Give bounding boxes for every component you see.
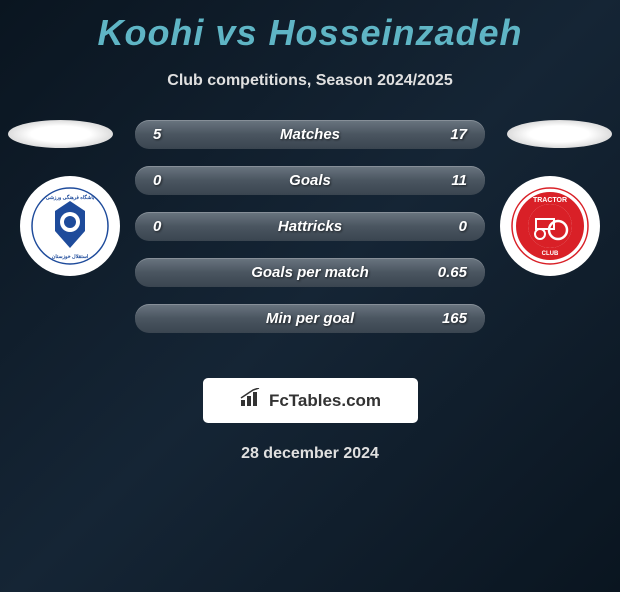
- svg-text:TRACTOR: TRACTOR: [533, 197, 567, 204]
- stats-list: 5 Matches 17 0 Goals 11 0 Hattricks 0 Go…: [135, 120, 485, 333]
- comparison-panel: باشگاه فرهنگی ورزشی استقلال خوزستان TRAC…: [0, 120, 620, 360]
- stat-value-left: 5: [153, 126, 203, 143]
- svg-text:باشگاه فرهنگی ورزشی: باشگاه فرهنگی ورزشی: [46, 194, 95, 201]
- stat-value-left: 0: [153, 218, 203, 235]
- stat-label: Goals: [289, 172, 331, 189]
- stat-value-right: 0: [417, 218, 467, 235]
- stat-label: Matches: [280, 126, 340, 143]
- stat-value-right: 11: [417, 172, 467, 189]
- brand-text: FcTables.com: [269, 391, 381, 411]
- stat-label: Hattricks: [278, 218, 342, 235]
- team-logo-left: باشگاه فرهنگی ورزشی استقلال خوزستان: [20, 176, 120, 276]
- player-placeholder-left: [8, 120, 113, 148]
- stat-label: Min per goal: [266, 310, 354, 327]
- subtitle: Club competitions, Season 2024/2025: [0, 72, 620, 90]
- svg-text:استقلال خوزستان: استقلال خوزستان: [52, 254, 89, 260]
- player-placeholder-right: [507, 120, 612, 148]
- stat-row: 0 Goals 11: [135, 166, 485, 195]
- tractor-logo-icon: TRACTOR CLUB: [510, 186, 590, 266]
- stat-value-right: 17: [417, 126, 467, 143]
- stat-value-right: 0.65: [417, 264, 467, 281]
- date-text: 28 december 2024: [0, 445, 620, 463]
- stat-value-left: 0: [153, 172, 203, 189]
- stat-row: 0 Hattricks 0: [135, 212, 485, 241]
- svg-text:CLUB: CLUB: [542, 251, 559, 257]
- stat-label: Goals per match: [251, 264, 369, 281]
- page-title: Koohi vs Hosseinzadeh: [0, 12, 620, 54]
- esteghlal-logo-icon: باشگاه فرهنگی ورزشی استقلال خوزستان: [30, 186, 110, 266]
- team-logo-right: TRACTOR CLUB: [500, 176, 600, 276]
- chart-icon: [239, 388, 263, 413]
- stat-row: Goals per match 0.65: [135, 258, 485, 287]
- stat-row: Min per goal 165: [135, 304, 485, 333]
- stat-value-right: 165: [417, 310, 467, 327]
- brand-badge: FcTables.com: [203, 378, 418, 423]
- stat-row: 5 Matches 17: [135, 120, 485, 149]
